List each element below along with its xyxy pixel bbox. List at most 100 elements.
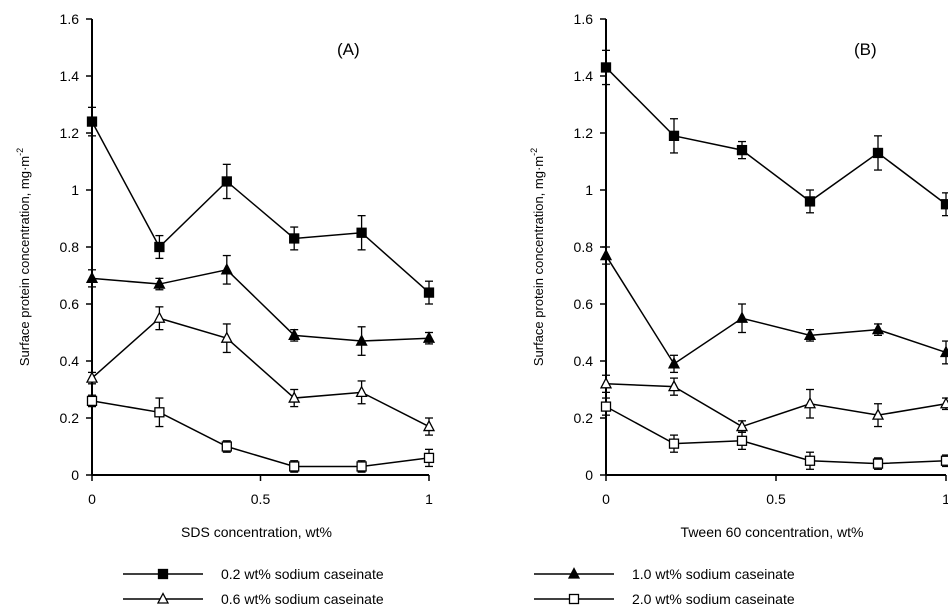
y-tick-label: 1.6 — [60, 11, 80, 27]
series-line — [91, 317, 430, 428]
series — [600, 397, 948, 470]
data-point — [736, 144, 748, 156]
legend-label: 1.0 wt% sodium caseinate — [632, 566, 795, 582]
data-point — [355, 385, 368, 398]
data-point — [668, 438, 680, 449]
y-tick-label: 1.2 — [60, 125, 80, 141]
data-point — [803, 396, 817, 409]
legend-marker — [156, 592, 170, 604]
data-point — [289, 233, 300, 244]
y-tick-label: 1.2 — [574, 125, 594, 141]
panel-label: (A) — [337, 40, 360, 59]
data-point — [221, 176, 232, 187]
x-tick-label: 0 — [602, 491, 610, 507]
data-point — [668, 130, 680, 142]
y-tick-label: 0.2 — [574, 410, 594, 426]
data-point — [599, 248, 613, 261]
data-point — [804, 455, 816, 466]
data-point — [667, 379, 681, 392]
data-point — [600, 401, 612, 412]
y-tick-label: 0.4 — [60, 353, 80, 369]
data-point — [356, 227, 367, 238]
data-point — [804, 196, 816, 207]
y-tick-label: 1.6 — [574, 11, 594, 27]
series — [86, 106, 435, 305]
x-axis-label: Tween 60 concentration, wt% — [681, 524, 864, 540]
data-point — [85, 371, 99, 383]
data-point — [872, 147, 884, 159]
data-point — [599, 376, 613, 389]
data-point — [939, 396, 948, 409]
data-point — [736, 435, 748, 446]
data-point — [940, 199, 948, 210]
data-point — [735, 419, 749, 432]
data-point — [153, 311, 166, 323]
data-point — [86, 395, 98, 407]
data-point — [940, 455, 948, 466]
panel-a: 0 0.2 0.4 0.6 0.8 1 1.2 1.4 1.6 0 0.5 1 SDS concentr… — [15, 11, 436, 540]
y-tick-label: 0.2 — [60, 410, 80, 426]
series-line — [605, 383, 947, 428]
data-point — [735, 311, 749, 323]
data-point — [872, 458, 884, 469]
x-tick-label: 1 — [942, 491, 948, 507]
data-point — [153, 277, 166, 289]
data-point — [220, 331, 233, 343]
series — [85, 254, 436, 356]
y-tick-label: 0 — [71, 467, 79, 483]
data-point — [667, 356, 681, 369]
data-point — [355, 334, 368, 346]
legend-entry: 2.0 wt% sodium caseinate — [534, 591, 795, 607]
data-point — [423, 452, 435, 464]
series — [599, 374, 948, 433]
panel-b: 0 0.2 0.4 0.6 0.8 1 1.2 1.4 1.6 0 0.5 1 Tween 60 con… — [529, 11, 948, 540]
series — [85, 306, 436, 436]
data-point — [289, 461, 300, 472]
x-tick-label: 0 — [88, 491, 96, 507]
data-point — [600, 62, 612, 73]
data-point — [220, 262, 233, 275]
data-point — [221, 441, 232, 452]
data-point — [288, 391, 301, 403]
y-tick-label: 1 — [71, 182, 79, 198]
data-point — [871, 408, 885, 420]
series-line — [91, 268, 430, 342]
y-tick-label: 0.6 — [60, 296, 80, 312]
data-point — [422, 331, 436, 343]
y-tick-label: 0.4 — [574, 353, 594, 369]
legend-entry: 0.2 wt% sodium caseinate — [123, 566, 384, 582]
data-point — [871, 322, 885, 335]
series — [599, 246, 948, 374]
y-tick-label: 0.6 — [574, 296, 594, 312]
y-axis-label: Surface protein concentration, mg·m-2 — [529, 148, 546, 366]
legend-marker — [567, 567, 581, 579]
data-point — [803, 328, 817, 341]
legend-entry: 1.0 wt% sodium caseinate — [534, 566, 795, 582]
panel-label: (B) — [854, 40, 877, 59]
x-axis-label: SDS concentration, wt% — [181, 524, 332, 540]
y-axis-label: Surface protein concentration, mg·m-2 — [15, 148, 32, 366]
series-line — [91, 121, 430, 294]
y-tick-label: 0 — [585, 467, 593, 483]
series-line — [605, 405, 947, 465]
y-tick-label: 0.8 — [574, 239, 594, 255]
y-tick-label: 1.4 — [574, 68, 594, 84]
series — [600, 49, 948, 217]
x-tick-label: 0.5 — [766, 491, 786, 507]
data-point — [939, 345, 948, 358]
data-point — [86, 116, 98, 127]
series — [86, 394, 435, 473]
data-point — [422, 419, 436, 432]
series-line — [605, 66, 947, 205]
x-tick-label: 1 — [425, 491, 433, 507]
y-tick-label: 0.8 — [60, 239, 80, 255]
legend-marker — [568, 593, 580, 605]
series-line — [91, 400, 430, 468]
legend: 0.2 wt% sodium caseinate 1.0 wt% sodium c… — [123, 566, 795, 607]
legend-label: 0.6 wt% sodium caseinate — [221, 591, 384, 607]
legend-label: 2.0 wt% sodium caseinate — [632, 591, 795, 607]
data-point — [154, 241, 165, 253]
legend-label: 0.2 wt% sodium caseinate — [221, 566, 384, 582]
data-point — [85, 271, 99, 284]
data-point — [356, 461, 367, 472]
